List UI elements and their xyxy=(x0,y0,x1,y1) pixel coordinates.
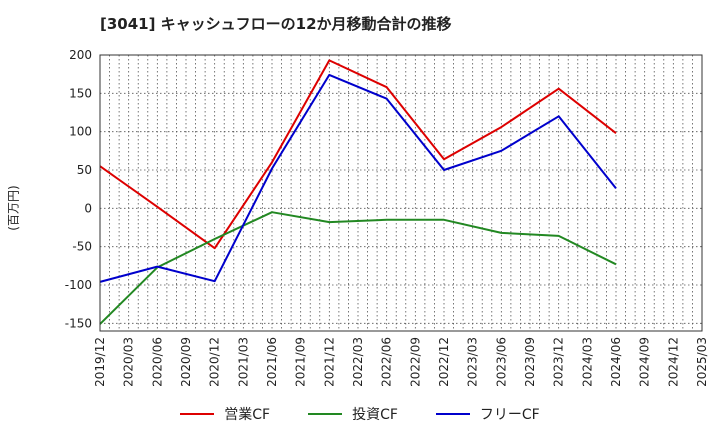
legend-item-1: 営業CF xyxy=(180,404,270,424)
series-line-3 xyxy=(99,73,617,283)
x-tick-label: 2021/03 xyxy=(236,337,250,387)
grid-lines xyxy=(100,54,702,331)
x-tick-label: 2022/12 xyxy=(437,337,451,387)
y-tick-label: 100 xyxy=(69,125,92,139)
x-tick-label: 2024/09 xyxy=(638,337,652,387)
legend-label: フリーCF xyxy=(479,407,540,423)
x-tick-label: 2023/06 xyxy=(494,337,508,387)
x-tick-label: 2021/09 xyxy=(294,337,308,387)
series-line-1 xyxy=(99,59,617,250)
x-tick-label: 2023/03 xyxy=(466,337,480,387)
legend-label: 投資CF xyxy=(352,407,398,423)
x-tick-label: 2025/03 xyxy=(695,337,709,387)
x-tick-label: 2022/03 xyxy=(351,337,365,387)
legend-swatch xyxy=(435,413,470,415)
x-tick-label: 2021/06 xyxy=(265,337,279,387)
legend-item-2: 投資CF xyxy=(308,404,398,424)
legend-item-3: フリーCF xyxy=(435,404,540,424)
x-tick-label: 2022/09 xyxy=(408,337,422,387)
y-tick-label: -150 xyxy=(65,316,92,330)
x-tick-label: 2023/09 xyxy=(523,337,537,387)
x-tick-label: 2022/06 xyxy=(380,337,394,387)
y-tick-label: -50 xyxy=(72,240,92,254)
x-tick-label: 2024/06 xyxy=(609,337,623,387)
x-tick-label: 2021/12 xyxy=(322,337,336,387)
y-tick-label: 200 xyxy=(69,48,92,62)
data-series xyxy=(99,59,617,325)
y-tick-label: 50 xyxy=(77,163,92,177)
x-tick-label: 2020/06 xyxy=(150,337,164,387)
series-line-2 xyxy=(99,211,617,325)
y-tick-label: 150 xyxy=(69,86,92,100)
x-tick-label: 2020/03 xyxy=(122,337,136,387)
x-tick-label: 2023/12 xyxy=(552,337,566,387)
y-tick-label: 0 xyxy=(84,201,92,215)
y-tick-label: -100 xyxy=(65,278,92,292)
x-tick-label: 2024/03 xyxy=(580,337,594,387)
x-tick-label: 2020/12 xyxy=(208,337,222,387)
legend: 営業CF 投資CF フリーCF xyxy=(0,404,720,424)
chart-title: [3041] キャッシュフローの12か月移動合計の推移 xyxy=(100,15,452,33)
x-tick-label: 2024/12 xyxy=(666,337,680,387)
legend-label: 営業CF xyxy=(224,407,271,423)
legend-swatch xyxy=(180,413,215,415)
plot-frame xyxy=(99,54,703,332)
x-tick-label: 2020/09 xyxy=(179,337,193,387)
x-tick-label: 2019/12 xyxy=(93,337,107,387)
legend-swatch xyxy=(308,413,343,415)
